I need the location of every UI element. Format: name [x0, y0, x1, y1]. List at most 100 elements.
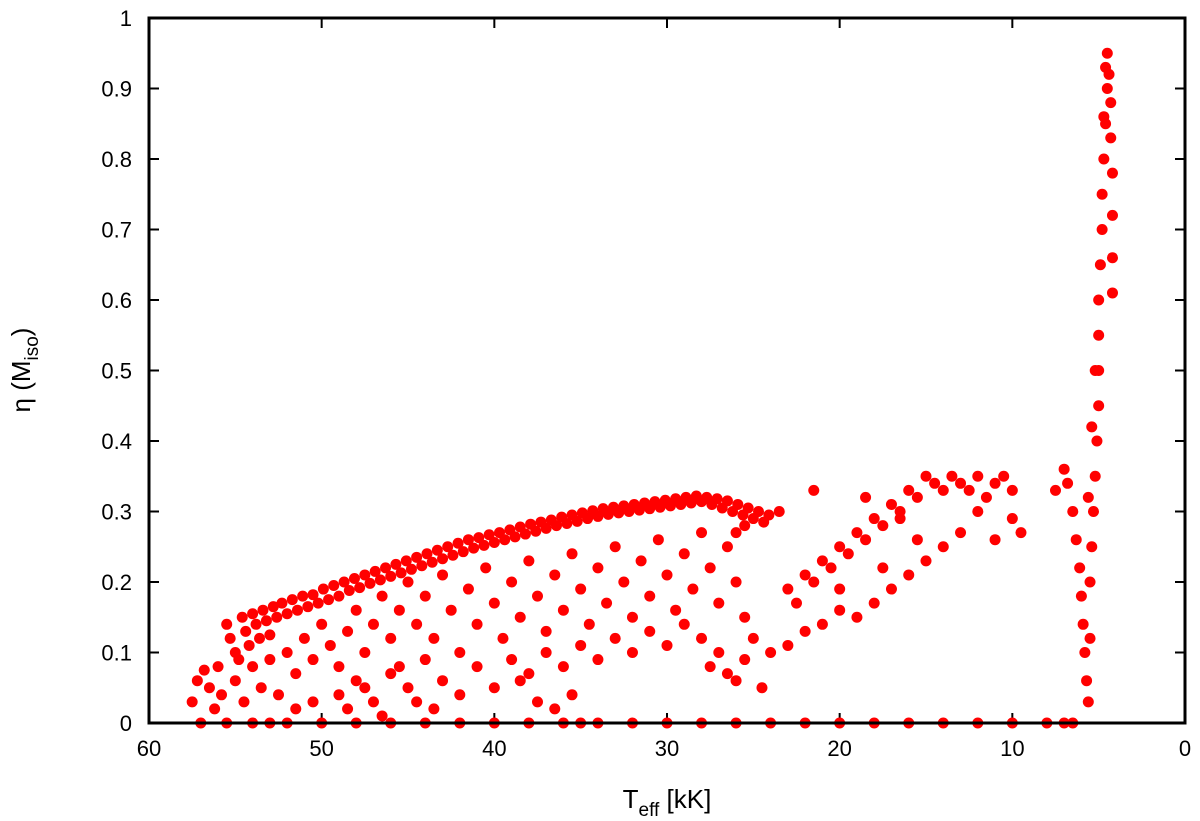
data-point — [1094, 259, 1106, 271]
data-point — [877, 520, 889, 532]
data-point — [1101, 47, 1113, 59]
data-point — [816, 618, 828, 630]
y-tick-label: 0.7 — [101, 218, 132, 243]
data-point — [937, 541, 949, 553]
data-point — [411, 696, 423, 708]
data-point — [393, 661, 405, 673]
x-tick-label: 30 — [655, 736, 679, 761]
data-point — [411, 618, 423, 630]
data-point — [405, 563, 417, 575]
data-point — [250, 618, 262, 630]
data-point — [540, 522, 552, 534]
data-point — [254, 632, 266, 644]
data-point — [290, 703, 302, 715]
data-point — [499, 534, 511, 546]
data-point — [416, 560, 428, 572]
data-point — [447, 549, 459, 561]
y-tick-label: 0.3 — [101, 500, 132, 525]
data-point — [324, 639, 336, 651]
data-point — [471, 661, 483, 673]
data-point — [224, 632, 236, 644]
data-point — [739, 520, 751, 532]
data-point — [369, 565, 381, 577]
data-point — [255, 682, 267, 694]
data-point — [696, 527, 708, 539]
data-point — [834, 583, 846, 595]
y-tick-label: 0.1 — [101, 641, 132, 666]
data-point — [523, 555, 535, 567]
data-point — [338, 576, 350, 588]
data-point — [989, 534, 1001, 546]
data-point — [903, 484, 915, 496]
data-point — [519, 528, 531, 540]
data-point — [421, 548, 433, 560]
data-points — [186, 47, 1118, 729]
data-point — [264, 654, 276, 666]
data-point — [1106, 252, 1118, 264]
data-point — [376, 590, 388, 602]
data-point — [860, 491, 872, 503]
data-point — [635, 555, 647, 567]
data-point — [473, 532, 485, 544]
data-point — [411, 551, 423, 563]
data-point — [972, 470, 984, 482]
data-point — [1081, 675, 1093, 687]
data-point — [367, 696, 379, 708]
data-point — [851, 527, 863, 539]
y-tick-label: 0.5 — [101, 359, 132, 384]
data-point — [713, 647, 725, 658]
data-point — [317, 583, 329, 595]
data-point — [756, 682, 768, 694]
data-point — [286, 594, 298, 606]
data-point — [583, 618, 595, 630]
data-point — [402, 576, 414, 588]
data-point — [316, 618, 328, 630]
data-point — [462, 583, 474, 595]
data-point — [550, 520, 562, 532]
data-point — [307, 589, 319, 601]
data-point — [592, 510, 604, 522]
data-point — [514, 675, 526, 687]
data-point — [428, 703, 440, 715]
data-point — [454, 647, 466, 658]
data-point — [509, 531, 521, 543]
data-point — [257, 604, 269, 616]
data-point — [816, 555, 828, 567]
data-point — [523, 668, 535, 680]
data-point — [290, 668, 302, 680]
data-point — [468, 542, 480, 554]
data-point — [297, 590, 309, 602]
data-point — [212, 661, 224, 673]
data-point — [506, 576, 518, 588]
x-tick-label: 50 — [309, 736, 333, 761]
data-point — [342, 625, 354, 637]
data-point — [307, 654, 319, 666]
data-point — [670, 604, 682, 616]
data-point — [989, 477, 1001, 489]
data-point — [240, 625, 252, 637]
data-point — [678, 548, 690, 560]
data-point — [868, 513, 880, 525]
data-point — [782, 583, 794, 595]
data-point — [1075, 590, 1087, 602]
data-point — [946, 470, 958, 482]
data-point — [1105, 132, 1117, 144]
data-point — [894, 513, 906, 525]
data-point — [1093, 294, 1105, 306]
data-point — [385, 570, 397, 582]
data-point — [592, 654, 604, 666]
data-point — [730, 675, 742, 687]
data-point — [483, 529, 495, 541]
data-point — [1091, 435, 1103, 447]
data-point — [860, 534, 872, 546]
data-point — [328, 580, 340, 592]
data-point — [452, 537, 464, 549]
data-point — [530, 525, 542, 537]
data-point — [763, 509, 775, 521]
data-point — [480, 562, 492, 574]
data-point — [333, 590, 345, 602]
data-point — [1089, 470, 1101, 482]
data-point — [402, 682, 414, 694]
data-point — [1015, 527, 1027, 539]
data-point — [454, 689, 466, 701]
